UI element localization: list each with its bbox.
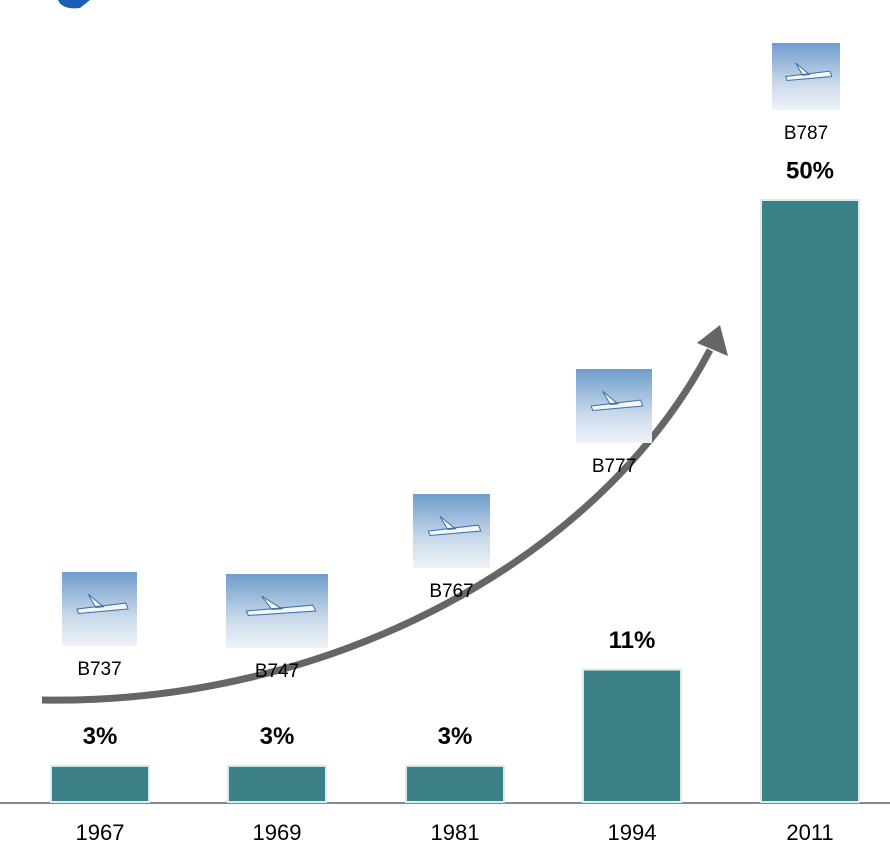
aircraft-label: B777	[592, 456, 636, 477]
value-label: 3%	[83, 723, 118, 750]
aircraft-icon	[784, 62, 833, 82]
value-label: 3%	[438, 723, 473, 750]
aircraft-label: B737	[77, 659, 121, 680]
logo	[58, 0, 90, 9]
x-tick-label: 1967	[76, 820, 125, 845]
aircraft-icon	[245, 595, 317, 616]
aircraft-icon	[427, 515, 482, 536]
x-tick-label: 2011	[786, 820, 833, 845]
trend-arrow	[41, 348, 714, 704]
bar	[760, 199, 860, 803]
bar	[227, 764, 327, 804]
value-label: 11%	[609, 627, 656, 654]
aircraft-icon	[590, 390, 644, 411]
x-tick-label: 1994	[608, 820, 657, 845]
aircraft-icon	[76, 593, 129, 614]
aircraft-label: B787	[784, 123, 828, 144]
bar	[50, 764, 150, 804]
x-tick-label: 1969	[253, 820, 302, 845]
x-tick-label: 1981	[431, 820, 480, 845]
value-label: 3%	[260, 723, 295, 750]
aircraft-label: B747	[255, 661, 299, 682]
arrow-head	[697, 325, 728, 356]
aircraft-label: B767	[429, 581, 473, 602]
value-label: 50%	[786, 157, 834, 184]
bar	[582, 668, 682, 803]
bar	[405, 764, 505, 804]
